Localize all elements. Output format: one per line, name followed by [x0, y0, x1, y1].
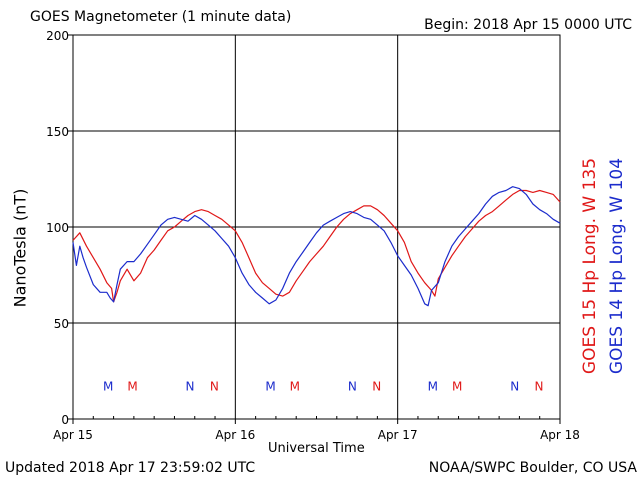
y-tick-label: 150 [46, 125, 69, 139]
begin-time: Begin: 2018 Apr 15 0000 UTC [424, 17, 632, 33]
midnight-marker: M [127, 379, 137, 393]
y-tick-label: 100 [46, 221, 69, 235]
midnight-marker: M [290, 379, 300, 393]
y-tick-label: 50 [54, 317, 69, 331]
midnight-marker: M [103, 379, 113, 393]
noon-marker: N [210, 379, 219, 393]
midnight-marker: M [452, 379, 462, 393]
noon-marker: N [348, 379, 357, 393]
noon-marker: N [535, 379, 544, 393]
noon-marker: N [372, 379, 381, 393]
noon-marker: N [510, 379, 519, 393]
x-tick-label: Apr 15 [53, 428, 93, 442]
series-line-goes15 [72, 189, 561, 303]
updated-time: Updated 2018 Apr 17 23:59:02 UTC [5, 460, 256, 476]
y-tick-label: 0 [61, 413, 69, 427]
chart-title: GOES Magnetometer (1 minute data) [30, 9, 292, 25]
midnight-marker: M [265, 379, 275, 393]
x-axis-label: Universal Time [268, 441, 365, 456]
y-tick-label: 200 [46, 29, 69, 43]
x-tick-label: Apr 18 [540, 428, 580, 442]
noon-marker: N [186, 379, 195, 393]
credit-text: NOAA/SWPC Boulder, CO USA [428, 460, 637, 476]
series-line-goes14 [72, 186, 561, 307]
x-tick-label: Apr 16 [215, 428, 255, 442]
midnight-marker: M [428, 379, 438, 393]
x-tick-label: Apr 17 [378, 428, 418, 442]
